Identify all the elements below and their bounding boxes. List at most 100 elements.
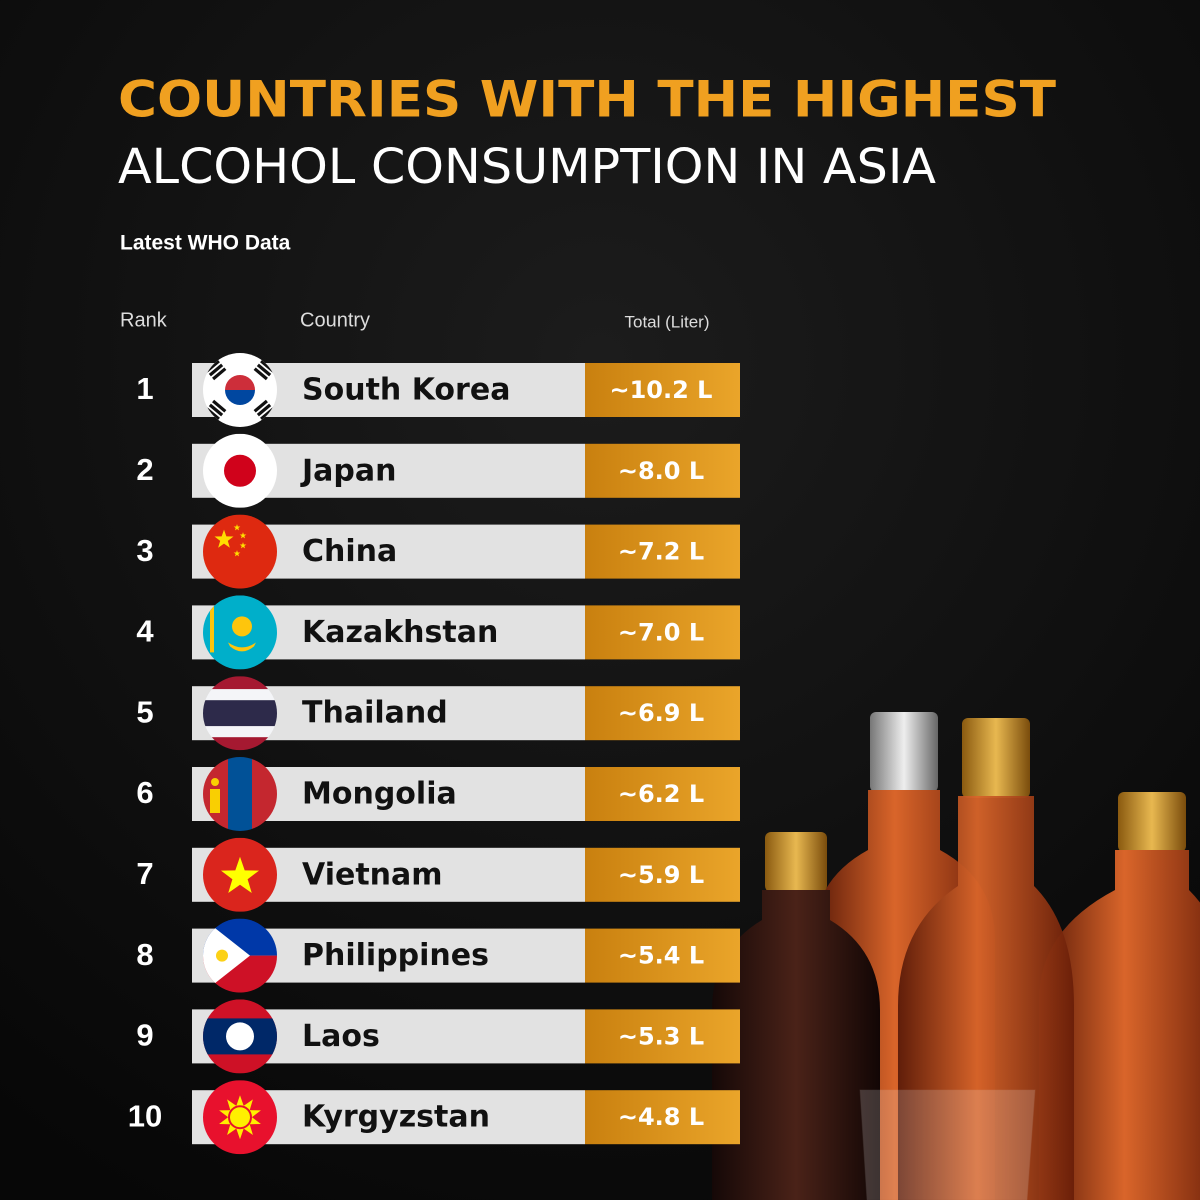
- column-header: Total (Liter): [624, 312, 709, 331]
- flag-shape: [220, 856, 260, 893]
- total-box: [585, 686, 740, 741]
- flag-clip: [203, 1080, 277, 1155]
- total: ~6.2 L: [618, 780, 704, 808]
- column-header: Rank: [120, 309, 168, 331]
- rank: 10: [128, 1098, 162, 1133]
- flag-shape: [228, 1105, 252, 1130]
- flag-shape: [228, 642, 256, 652]
- flag: [203, 1080, 277, 1155]
- flag-shape: [216, 949, 228, 962]
- flag: [203, 433, 277, 508]
- flag-shape: [253, 399, 268, 413]
- table-rows: 1 South Korea ~10.2 L 2 Japan ~8.0 L 3 China ~7.…: [128, 353, 740, 1155]
- table-row: 4 Kazakhstan ~7.0 L: [136, 595, 740, 670]
- flag-shape: [212, 399, 227, 413]
- title-line-1: COUNTRIES WITH THE HIGHEST: [118, 71, 1056, 129]
- flag-shape: [256, 363, 272, 377]
- flag-clip: [203, 514, 277, 589]
- table-row: 9 Laos ~5.3 L: [136, 999, 740, 1074]
- flag-shape: [233, 524, 241, 531]
- flag-shape: [233, 550, 241, 557]
- flag-shape: [253, 367, 268, 381]
- total: ~5.4 L: [618, 942, 704, 970]
- total-box: [585, 1009, 740, 1064]
- table-row: 6 Mongolia ~6.2 L: [136, 757, 740, 831]
- total-box: [585, 1090, 740, 1145]
- flag-clip: [203, 595, 277, 670]
- flag-shape: [226, 1022, 254, 1051]
- total: ~8.0 L: [618, 457, 704, 485]
- table-row: 1 South Korea ~10.2 L: [136, 353, 740, 427]
- flag-shape: [203, 689, 277, 701]
- flag-clip: [203, 757, 277, 831]
- flag-shape: [211, 778, 219, 786]
- flag-shape: [210, 606, 214, 653]
- total-box: [585, 847, 740, 902]
- total: ~5.9 L: [618, 861, 704, 889]
- total-box: [585, 928, 740, 983]
- flag-clip: [203, 353, 277, 427]
- flag-shape: [208, 403, 224, 417]
- flag: [203, 514, 277, 589]
- column-header: Country: [300, 309, 370, 331]
- flag-clip: [203, 433, 277, 508]
- flag-shape: [239, 532, 247, 539]
- table-row: 8 Philippines ~5.4 L: [136, 918, 740, 993]
- rank: 5: [136, 694, 153, 729]
- flag: [203, 837, 277, 912]
- country: South Korea: [302, 373, 510, 408]
- flag-shape: [208, 363, 224, 377]
- flag-shape: [256, 403, 272, 417]
- rank: 7: [136, 856, 153, 891]
- bottles: [712, 712, 1200, 1200]
- flag-shape: [224, 454, 256, 487]
- flag: [203, 918, 277, 993]
- title-line-2: ALCOHOL CONSUMPTION IN ASIA: [118, 139, 936, 195]
- country: Thailand: [302, 696, 448, 731]
- flag-shape: [228, 757, 252, 831]
- flag-shape: [210, 789, 220, 813]
- country: Mongolia: [302, 777, 457, 812]
- total-box: [585, 363, 740, 417]
- flag-clip: [203, 999, 277, 1074]
- rank: 9: [136, 1018, 153, 1053]
- flag: [203, 595, 277, 670]
- flag-shape: [212, 367, 227, 381]
- total: ~10.2 L: [610, 376, 713, 404]
- country: Japan: [300, 453, 396, 488]
- table-row: 7 Vietnam ~5.9 L: [136, 837, 740, 912]
- country: Laos: [302, 1019, 380, 1054]
- flag: [203, 999, 277, 1074]
- rank: 3: [136, 533, 153, 568]
- table-row: 3 China ~7.2 L: [136, 514, 740, 589]
- total-box: [585, 605, 740, 660]
- flag-shape: [214, 529, 234, 548]
- table-row: 5 Thailand ~6.9 L: [136, 676, 740, 751]
- flag: [203, 757, 277, 831]
- flag-shape: [239, 542, 247, 549]
- total-box: [585, 443, 740, 498]
- rank: 8: [136, 937, 153, 972]
- rank: 1: [136, 371, 153, 406]
- country: Kazakhstan: [302, 615, 498, 650]
- total: ~7.0 L: [618, 618, 704, 646]
- table-row: 2 Japan ~8.0 L: [136, 433, 740, 508]
- total-box: [585, 767, 740, 821]
- flag-shape: [232, 616, 252, 637]
- country: Vietnam: [302, 857, 443, 892]
- flag-clip: [203, 676, 277, 751]
- country: Kyrgyzstan: [302, 1100, 490, 1135]
- flag-shape: [203, 514, 277, 589]
- flag: [203, 353, 277, 427]
- flag-shape: [203, 700, 277, 727]
- total: ~4.8 L: [618, 1103, 704, 1131]
- table-row: 10 Kyrgyzstan ~4.8 L: [128, 1080, 740, 1155]
- rank: 6: [136, 775, 153, 810]
- flag: [203, 676, 277, 751]
- flag-clip: [203, 837, 277, 912]
- country: China: [302, 534, 397, 569]
- flag-shape: [203, 726, 277, 738]
- flag-shape: [225, 375, 255, 390]
- subtitle: Latest WHO Data: [120, 232, 291, 255]
